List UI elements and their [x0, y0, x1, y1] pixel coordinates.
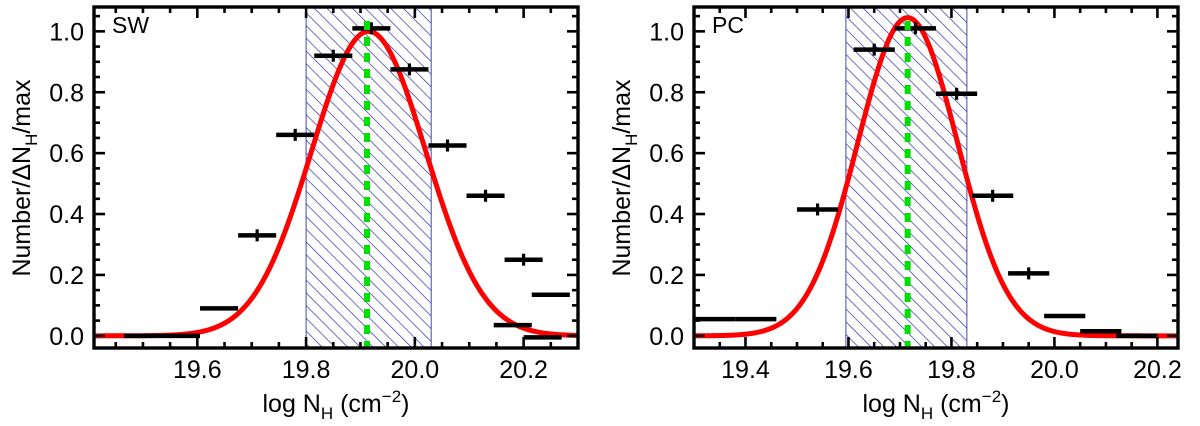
x-tick-label: 20.2	[1133, 356, 1182, 384]
y-tick-label: 1.0	[49, 18, 84, 46]
x-title-prefix: log N	[863, 390, 921, 418]
x-tick-label: 19.4	[721, 356, 770, 384]
svg-text:Number/ΔNH/max: Number/ΔNH/max	[608, 79, 641, 277]
x-tick-label: 20.2	[499, 356, 548, 384]
y-title-suffix: /max	[8, 79, 36, 134]
y-tick-label: 0.2	[49, 262, 84, 290]
x-title-unit-open: (cm	[933, 390, 982, 418]
axis-frame	[92, 5, 580, 350]
x-tick-label: 19.6	[173, 356, 222, 384]
panel-label-pc: PC	[712, 12, 744, 38]
y-axis-title-sw: Number/ΔNH/max	[8, 79, 41, 277]
x-title-unit-close: )	[1001, 390, 1009, 418]
x-title-unit-open: (cm	[333, 390, 382, 418]
axis-ticks	[692, 7, 1178, 348]
x-tick-label: 20.0	[1030, 356, 1079, 384]
y-title-prefix: Number/ΔN	[608, 146, 636, 277]
y-tick-label: 0.0	[49, 323, 84, 351]
svg-text:log NH (cm−2): log NH (cm−2)	[863, 387, 1010, 423]
axis-frame	[692, 5, 1180, 350]
svg-text:Number/ΔNH/max: Number/ΔNH/max	[8, 79, 41, 277]
plot-area-sw: 19.6 19.8 20.0 20.2 0.0 0.2 0.4 0.6 0.8 1.0	[49, 5, 580, 384]
y-tick-label: 0.8	[49, 79, 84, 107]
x-tick-label: 19.6	[824, 356, 873, 384]
histogram-markers	[694, 22, 1158, 339]
y-title-sub: H	[22, 134, 41, 146]
x-title-unit-sup: −2	[382, 387, 401, 406]
plot-panel-pc: 19.4 19.6 19.8 20.0 20.2 0.0 0.2 0.4 0.6 0.8 1.0 P…	[600, 0, 1200, 426]
axis-ticks	[94, 7, 580, 348]
svg-text:log NH (cm−2): log NH (cm−2)	[263, 387, 410, 423]
plot-svg-pc: 19.4 19.6 19.8 20.0 20.2 0.0 0.2 0.4 0.6 0.8 1.0 P…	[608, 5, 1182, 423]
x-title-unit-close: )	[401, 390, 409, 418]
y-tick-label: 1.0	[649, 18, 684, 46]
y-tick-label: 0.8	[649, 79, 684, 107]
y-tick-label: 0.4	[649, 201, 684, 229]
histogram-markers	[123, 22, 570, 340]
x-tick-label: 20.0	[391, 356, 440, 384]
y-title-suffix: /max	[608, 79, 636, 134]
plot-area-pc: 19.4 19.6 19.8 20.0 20.2 0.0 0.2 0.4 0.6 0.8 1.0	[649, 5, 1182, 384]
plot-panel-sw: 19.6 19.8 20.0 20.2 0.0 0.2 0.4 0.6 0.8 1.0 SW lo…	[8, 5, 580, 423]
y-tick-label: 0.0	[649, 323, 684, 351]
y-title-prefix: Number/ΔN	[8, 146, 36, 277]
gaussian-fit-curve	[694, 15, 1178, 339]
y-title-sub: H	[622, 134, 641, 146]
x-axis-title-sw: log NH (cm−2)	[263, 387, 410, 423]
y-axis-title-pc: Number/ΔNH/max	[608, 79, 641, 277]
panel-label-sw: SW	[112, 12, 149, 38]
y-tick-label: 0.6	[649, 140, 684, 168]
x-tick-label: 19.8	[927, 356, 976, 384]
y-tick-label: 0.6	[49, 140, 84, 168]
y-tick-label: 0.2	[649, 262, 684, 290]
x-axis-title-pc: log NH (cm−2)	[863, 387, 1010, 423]
plot-svg-sw: 19.6 19.8 20.0 20.2 0.0 0.2 0.4 0.6 0.8 1.0 SW lo…	[8, 5, 580, 423]
x-title-sub: H	[321, 404, 333, 423]
x-title-prefix: log N	[263, 390, 321, 418]
x-title-unit-sup: −2	[982, 387, 1001, 406]
shaded-band	[845, 7, 968, 348]
y-tick-label: 0.4	[49, 201, 84, 229]
x-title-sub: H	[921, 404, 933, 423]
x-tick-label: 19.8	[282, 356, 331, 384]
